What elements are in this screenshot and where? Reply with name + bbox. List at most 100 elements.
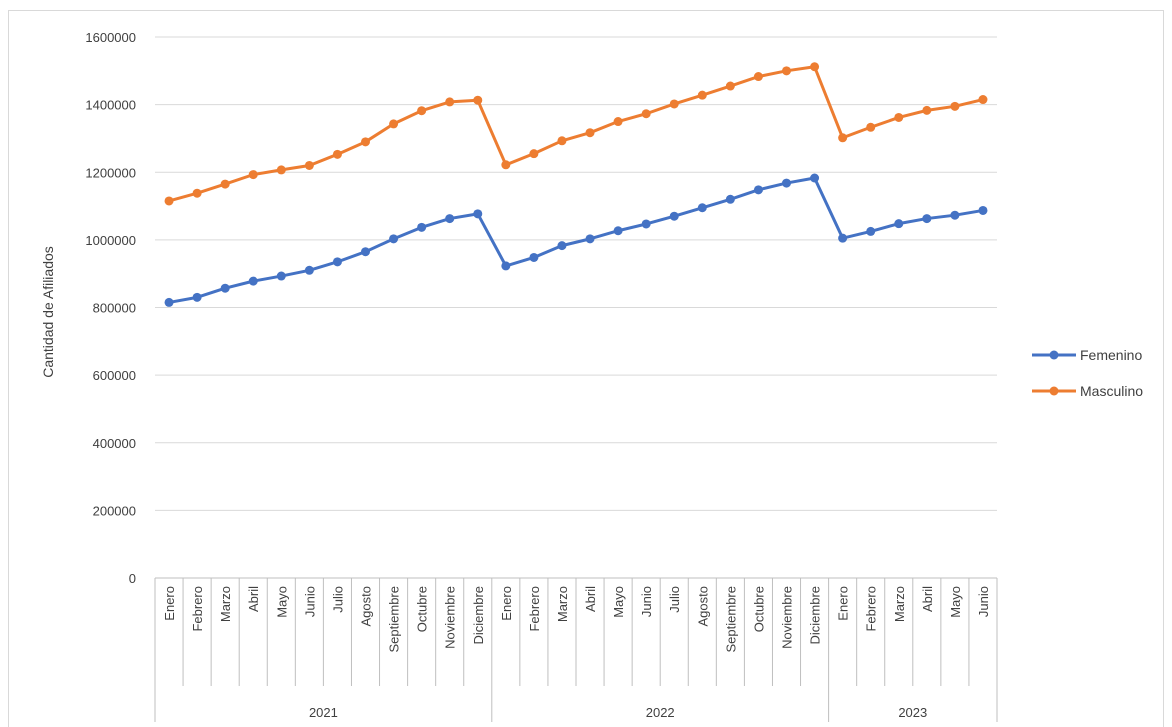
- x-group-label: 2021: [309, 705, 338, 720]
- x-tick-label: Marzo: [555, 586, 570, 622]
- series-lines: [164, 62, 988, 307]
- x-group-label: 2023: [898, 705, 927, 720]
- x-tick-label: Julio: [667, 586, 682, 613]
- data-point: [753, 185, 763, 195]
- legend: Femenino Masculino: [1032, 347, 1143, 399]
- data-point: [529, 149, 539, 159]
- x-tick-label: Julio: [330, 586, 345, 613]
- y-tick-label: 200000: [93, 503, 136, 518]
- data-point: [361, 247, 370, 257]
- data-point: [304, 160, 314, 170]
- data-point: [725, 81, 735, 91]
- data-point: [866, 226, 876, 236]
- data-point: [641, 219, 651, 229]
- x-group-label: 2022: [646, 705, 675, 720]
- data-point: [529, 252, 539, 262]
- data-point: [389, 119, 399, 129]
- data-point: [361, 137, 370, 147]
- data-point: [950, 210, 960, 220]
- x-tick-label: Noviembre: [443, 586, 458, 649]
- data-point: [501, 261, 511, 271]
- data-point: [248, 170, 258, 180]
- data-point: [585, 128, 595, 138]
- y-axis-ticks: 0 200000 400000 600000 800000 1000000 1200000 1…: [85, 30, 136, 586]
- x-tick-label: Febrero: [190, 586, 205, 632]
- data-point: [613, 117, 623, 127]
- legend-label: Femenino: [1080, 347, 1142, 363]
- data-point: [220, 283, 230, 293]
- data-point: [192, 292, 202, 302]
- data-point: [753, 72, 763, 82]
- data-point: [810, 173, 820, 183]
- data-point: [641, 109, 651, 119]
- series-line-masculino: [168, 65, 984, 203]
- data-point: [669, 99, 679, 109]
- data-point: [332, 257, 342, 267]
- y-tick-label: 400000: [93, 436, 136, 451]
- data-point: [978, 205, 988, 215]
- data-point: [557, 241, 567, 251]
- x-tick-label: Enero: [162, 586, 177, 621]
- data-point: [894, 219, 904, 229]
- data-point: [725, 194, 735, 204]
- y-axis-title: Cantidad de Afiliados: [40, 246, 56, 378]
- data-point: [501, 160, 511, 170]
- data-point: [417, 222, 427, 232]
- x-axis: Enero Febrero Marzo Abril Mayo Junio Julio Agos…: [154, 577, 998, 722]
- data-point: [445, 97, 455, 107]
- data-point: [164, 196, 174, 206]
- x-tick-label: Mayo: [274, 586, 289, 618]
- data-point: [164, 297, 174, 307]
- x-tick-label: Febrero: [864, 586, 879, 632]
- data-point: [473, 209, 483, 219]
- data-point: [220, 179, 230, 189]
- chart-frame: [8, 10, 1164, 727]
- data-point: [838, 133, 848, 143]
- x-tick-label: Junio: [302, 586, 317, 617]
- data-point: [894, 112, 904, 122]
- data-point: [810, 62, 820, 72]
- x-tick-label: Agosto: [359, 586, 374, 626]
- y-tick-label: 1000000: [85, 233, 136, 248]
- data-point: [613, 226, 623, 236]
- data-point: [304, 265, 314, 275]
- x-tick-label: Mayo: [948, 586, 963, 618]
- data-point: [192, 188, 202, 198]
- x-tick-label: Marzo: [218, 586, 233, 622]
- y-tick-label: 600000: [93, 368, 136, 383]
- x-tick-label: Septiembre: [723, 586, 738, 652]
- series-line-femenino: [168, 176, 984, 304]
- x-tick-label: Junio: [639, 586, 654, 617]
- x-tick-label: Abril: [246, 586, 261, 612]
- data-point: [697, 203, 707, 213]
- data-point: [922, 105, 932, 115]
- x-tick-label: Septiembre: [387, 586, 402, 652]
- data-point: [950, 101, 960, 111]
- data-point: [669, 211, 679, 221]
- data-point: [473, 95, 483, 105]
- legend-marker: [1049, 350, 1059, 360]
- gridlines: [155, 36, 997, 511]
- data-point: [922, 214, 932, 224]
- data-point: [557, 136, 567, 146]
- data-point: [838, 233, 848, 243]
- x-tick-label: Diciembre: [808, 586, 823, 645]
- data-point: [389, 234, 399, 244]
- data-point: [276, 165, 286, 175]
- x-tick-label: Agosto: [695, 586, 710, 626]
- y-tick-label: 800000: [93, 301, 136, 316]
- x-tick-label: Febrero: [527, 586, 542, 632]
- data-point: [248, 276, 258, 286]
- x-tick-label: Octubre: [415, 586, 430, 632]
- data-point: [417, 106, 427, 116]
- y-tick-label: 0: [129, 571, 136, 586]
- y-tick-label: 1600000: [85, 30, 136, 45]
- x-tick-label: Octubre: [751, 586, 766, 632]
- x-tick-label: Junio: [976, 586, 991, 617]
- y-tick-label: 1400000: [85, 98, 136, 113]
- x-tick-label: Diciembre: [471, 586, 486, 645]
- data-point: [445, 214, 455, 224]
- x-tick-label: Enero: [499, 586, 514, 621]
- data-point: [866, 122, 876, 132]
